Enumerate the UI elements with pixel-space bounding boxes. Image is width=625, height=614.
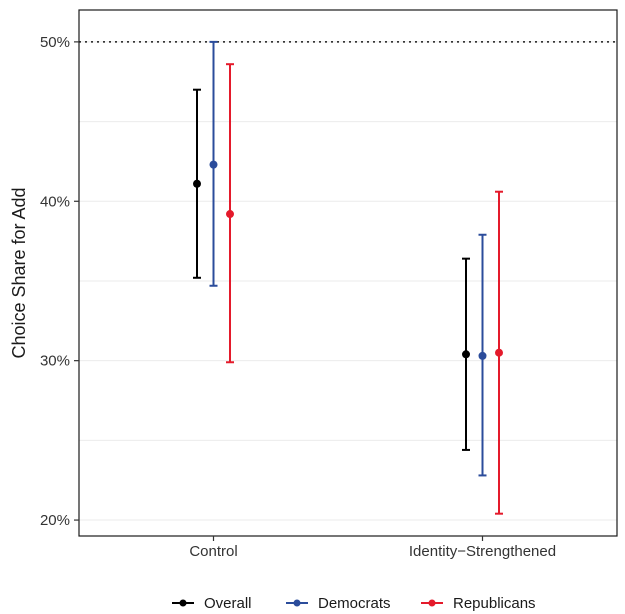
data-point [193,179,201,188]
x-axis: Control Identity−Strengthened [189,536,556,560]
y-tick-label: 30% [40,353,70,370]
data-point [478,351,487,360]
error-bar-group [478,233,487,477]
error-bar-group [226,63,234,364]
y-tick-label: 40% [40,193,70,210]
error-bar-group [462,257,470,451]
y-axis-title: Choice Share for Add [9,187,29,358]
legend-key-point [293,599,301,607]
legend-key-point [428,599,436,607]
data-point [226,210,234,219]
legend: Overall Democrats Republicans [172,595,536,612]
x-tick-label: Identity−Strengthened [409,543,556,560]
error-bar-group [495,190,503,515]
data-point [462,350,470,359]
y-tick-label: 20% [40,512,70,529]
error-bar-group [209,40,218,287]
legend-label: Overall [204,595,252,612]
error-bar-group [193,88,201,279]
legend-label: Democrats [318,595,391,612]
grid-lines [79,41,617,521]
plot-marks [193,40,503,515]
y-tick-label: 50% [40,34,70,51]
legend-label: Republicans [453,595,536,612]
legend-key-point [179,599,187,607]
plot-panel-border [78,9,618,537]
y-axis: 20% 30% 40% 50% [40,34,79,529]
data-point [209,160,218,169]
x-tick-label: Control [189,543,237,560]
data-point [495,348,503,357]
